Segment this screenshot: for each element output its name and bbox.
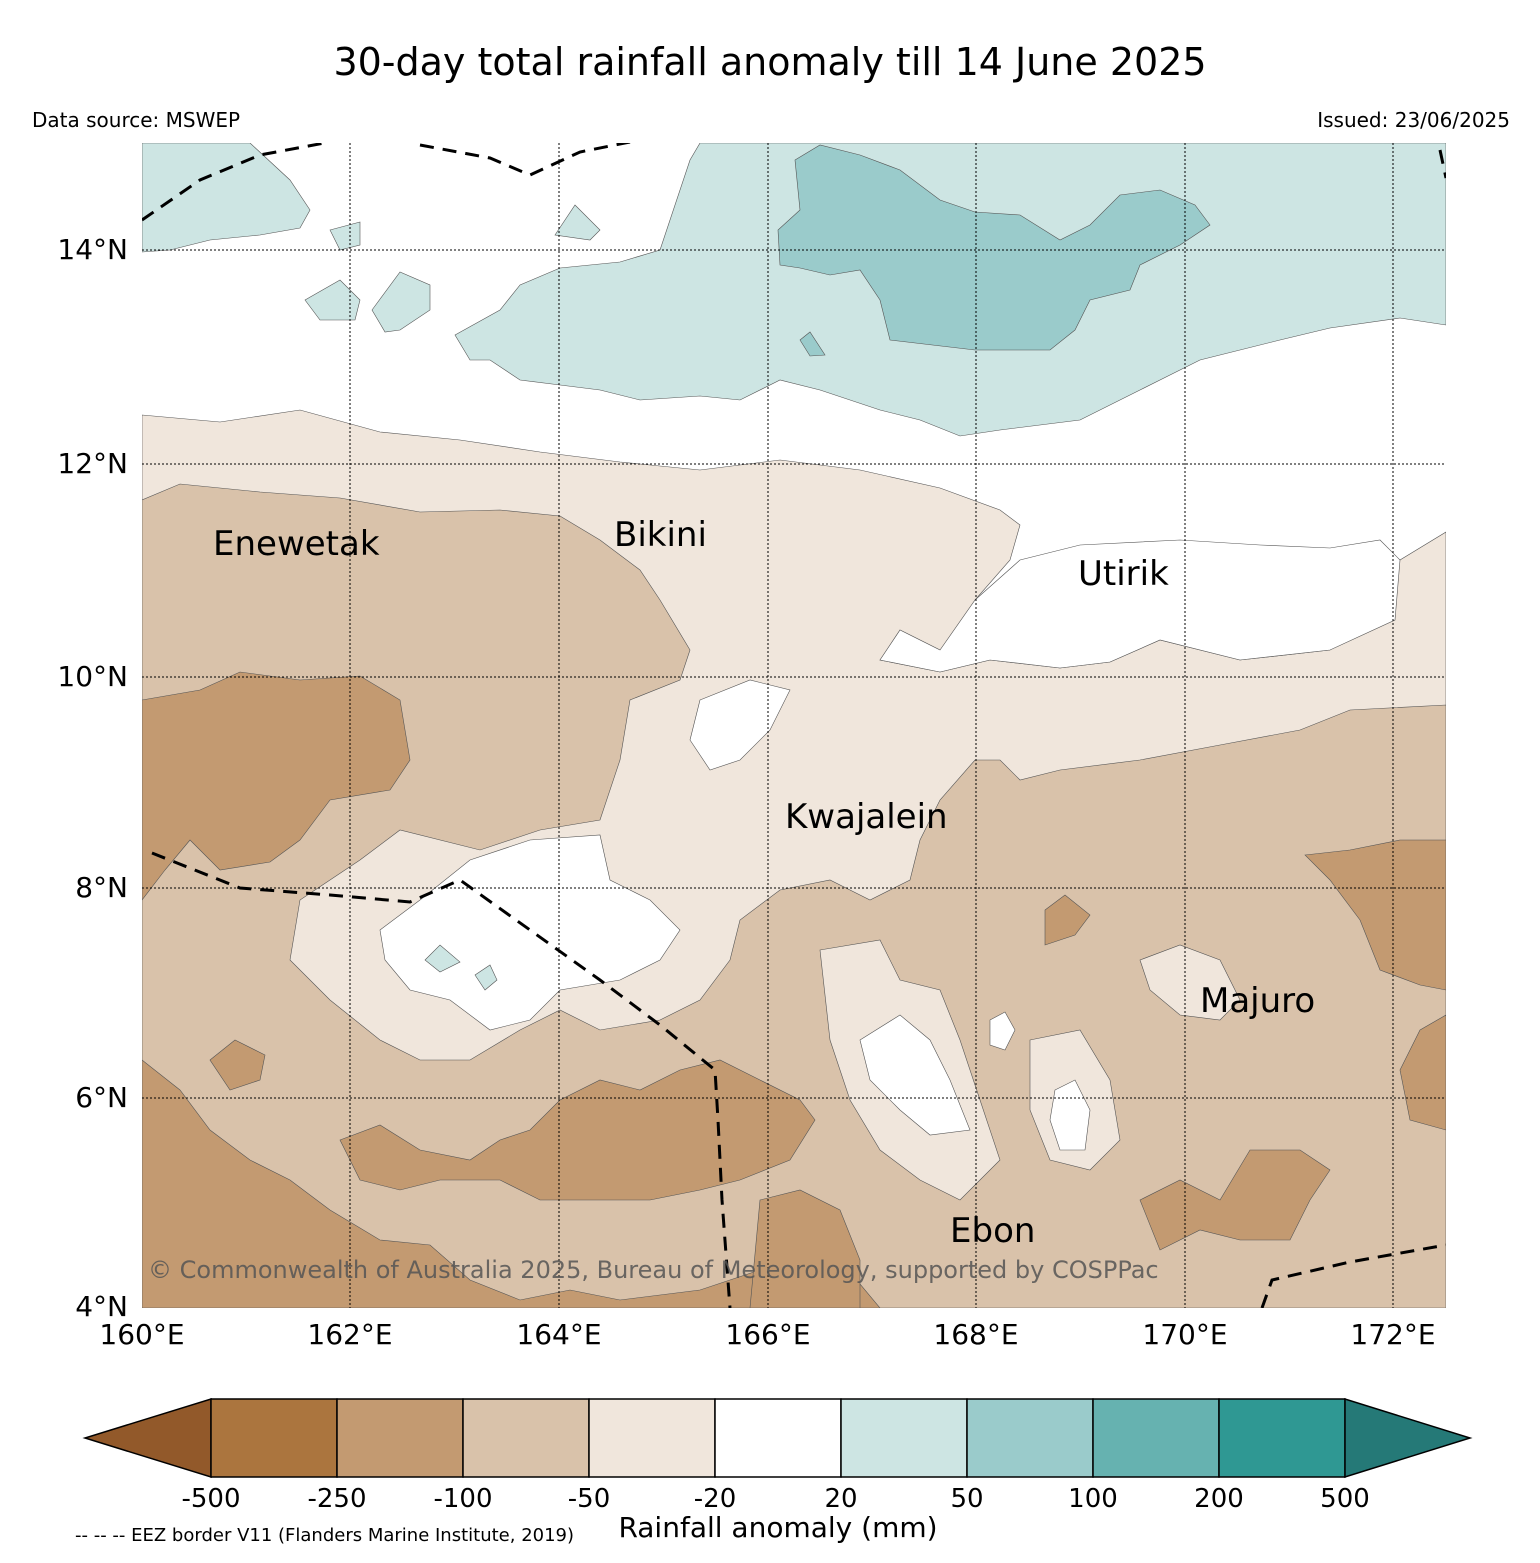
place-label-majuro: Majuro (1200, 981, 1315, 1021)
lon-tick-label: 166°E (725, 1318, 810, 1351)
anomaly-patch-plus20-small-west2 (474, 964, 498, 991)
colorbar-extend-high (1344, 1397, 1473, 1479)
colorbar-tick-label: 20 (824, 1484, 857, 1514)
neutral-region-north (879, 539, 1401, 673)
place-label-ebon: Ebon (950, 1211, 1035, 1251)
colorbar-extend-low (82, 1397, 212, 1479)
lon-tick-label: 172°E (1350, 1318, 1435, 1351)
place-label-utirik: Utirik (1078, 554, 1169, 594)
lon-tick-label: 160°E (99, 1318, 184, 1351)
data-source-label: Data source: MSWEP (32, 108, 241, 132)
colorbar-segment (966, 1398, 1094, 1478)
anomaly-region-plus50-north (777, 144, 1211, 351)
lon-tick-label: 168°E (933, 1318, 1018, 1351)
lat-tick-label: 14°N (57, 233, 128, 266)
anomaly-patch-plus20-nw2 (304, 279, 361, 321)
colorbar-segment (462, 1398, 590, 1478)
colorbar-segment (210, 1398, 338, 1478)
colorbar-segment (1218, 1398, 1346, 1478)
anomaly-region-minus100-southeast (1139, 1149, 1331, 1251)
colorbar-tick-label: -20 (694, 1484, 736, 1514)
anomaly-region-minus100-west (142, 671, 411, 901)
colorbar-tick-label: 200 (1194, 1484, 1244, 1514)
issued-date-label: Issued: 23/06/2025 (1317, 108, 1510, 132)
colorbar-segment (714, 1398, 842, 1478)
neutral-region-center (859, 1014, 971, 1136)
colorbar-segment (1092, 1398, 1220, 1478)
anomaly-region-minus50 (142, 483, 1446, 1308)
eez-border (142, 143, 1446, 1308)
anomaly-region-minus100-mid (339, 1059, 816, 1201)
anomaly-patch-plus20-northwest (142, 143, 311, 253)
colorbar-tick-label: -100 (433, 1484, 492, 1514)
colorbar-tick-label: -500 (181, 1484, 240, 1514)
latitude-axis: 14°N 12°N 10°N 8°N 6°N 4°N (57, 233, 128, 1323)
anomaly-region-minus100-east2 (1399, 1014, 1446, 1131)
anomaly-patch-minus100-small (1044, 894, 1091, 946)
colorbar-tick-label: 100 (1068, 1484, 1118, 1514)
map-title: 30-day total rainfall anomaly till 14 Ju… (333, 40, 1207, 84)
colorbar-tick-label: 500 (1320, 1484, 1370, 1514)
graticule (142, 143, 1446, 1308)
anomaly-region-minus100-ebon (749, 1189, 861, 1308)
lat-tick-label: 12°N (57, 447, 128, 480)
lon-tick-label: 162°E (307, 1318, 392, 1351)
neutral-region-west (379, 834, 681, 1031)
copyright-text: © Commonwealth of Australia 2025, Bureau… (148, 1256, 1159, 1284)
lat-tick-label: 8°N (75, 871, 128, 904)
eez-border-note: -- -- -- EEZ border V11 (Flanders Marine… (75, 1525, 574, 1546)
anomaly-patch-plus20-nw3 (371, 271, 431, 333)
colorbar-title: Rainfall anomaly (mm) (618, 1511, 937, 1544)
anomaly-patch-plus50-small (799, 331, 826, 357)
colorbar-tick-label: 50 (950, 1484, 983, 1514)
lat-tick-label: 10°N (57, 660, 128, 693)
anomaly-region-minus100-east (1304, 839, 1446, 991)
lat-tick-label: 4°N (75, 1290, 128, 1323)
neutral-region-small (989, 1011, 1016, 1051)
place-labels: Enewetak Bikini Utirik Kwajalein Majuro … (213, 515, 1315, 1251)
colorbar-tick-label: -250 (307, 1484, 366, 1514)
anomaly-patch-plus20-small-west (424, 944, 461, 973)
anomaly-patch-minus100-west2 (209, 1039, 266, 1091)
colorbar-segment (588, 1398, 716, 1478)
anomaly-patch-minus20-east (1139, 944, 1241, 1021)
place-label-bikini: Bikini (614, 515, 707, 555)
longitude-axis: 160°E 162°E 164°E 166°E 168°E 170°E 172°… (99, 1318, 1435, 1351)
colorbar-segment (336, 1398, 464, 1478)
neutral-region-kwajalein (689, 679, 791, 771)
lon-tick-label: 170°E (1142, 1318, 1227, 1351)
place-label-enewetak: Enewetak (213, 524, 380, 564)
colorbar-tick-label: -50 (568, 1484, 610, 1514)
anomaly-patch-plus20-north2 (554, 204, 601, 241)
colorbar: -500 -250 -100 -50 -20 20 50 100 200 500 (82, 1397, 1473, 1514)
lon-tick-label: 164°E (516, 1318, 601, 1351)
place-label-kwajalein: Kwajalein (785, 797, 948, 837)
lat-tick-label: 6°N (75, 1081, 128, 1114)
rainfall-anomaly-map: © Commonwealth of Australia 2025, Bureau… (142, 143, 1446, 1308)
colorbar-segment (840, 1398, 968, 1478)
